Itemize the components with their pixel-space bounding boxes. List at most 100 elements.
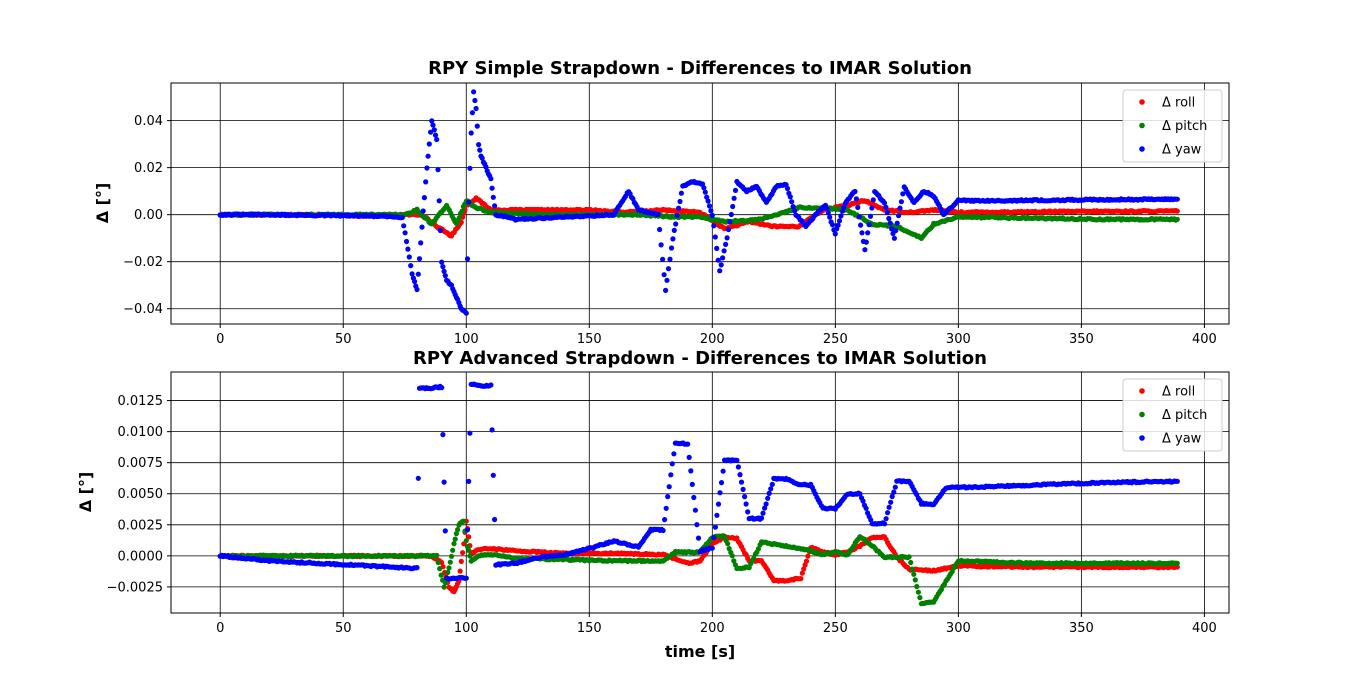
data-point: [769, 481, 775, 487]
data-point: [668, 472, 674, 478]
data-point: [863, 239, 869, 245]
data-point: [676, 205, 682, 211]
data-point: [456, 215, 462, 221]
data-point: [488, 176, 494, 182]
data-point: [824, 206, 830, 212]
axes-frame: [170, 82, 1230, 325]
data-point: [787, 194, 793, 200]
data-point: [442, 273, 448, 279]
data-point: [751, 555, 757, 562]
data-point: [885, 510, 891, 516]
x-tick-label: 200: [700, 621, 725, 636]
data-point: [894, 220, 900, 226]
data-point: [434, 552, 440, 558]
data-point: [447, 559, 453, 565]
data-point: [755, 546, 762, 552]
data-point: [463, 538, 469, 544]
data-point: [668, 245, 675, 251]
legend-marker: [1139, 146, 1145, 152]
data-point: [853, 196, 860, 202]
data-point: [399, 214, 405, 221]
data-point: [431, 127, 437, 133]
data-point: [701, 185, 707, 191]
data-point: [438, 572, 444, 578]
data-point: [426, 141, 432, 147]
x-tick-label: 100: [454, 332, 479, 347]
data-point: [835, 222, 841, 228]
data-point: [881, 200, 888, 206]
data-point: [745, 509, 751, 515]
data-point: [896, 213, 902, 219]
legend: Δ roll Δ pitch Δ yaw: [1122, 378, 1223, 452]
data-point: [706, 203, 713, 209]
data-point: [466, 534, 472, 540]
data-point: [715, 501, 722, 507]
data-point: [685, 441, 691, 447]
data-point: [883, 516, 889, 522]
series-yaw: [217, 89, 1180, 316]
data-point: [715, 257, 721, 263]
legend-marker: [1139, 435, 1145, 441]
legend-label: Δ pitch: [1162, 408, 1207, 423]
data-point: [725, 226, 732, 233]
data-point: [723, 241, 729, 247]
data-point: [799, 570, 805, 576]
data-point: [766, 490, 772, 496]
data-point: [915, 589, 922, 595]
data-point: [887, 220, 893, 226]
data-point: [467, 165, 473, 171]
data-point: [866, 222, 872, 228]
data-point: [474, 123, 480, 129]
data-point: [673, 221, 679, 227]
y-tick-label: −0.02: [123, 255, 163, 270]
data-point: [897, 205, 903, 211]
data-point: [735, 464, 742, 470]
data-point: [900, 191, 906, 197]
data-point: [856, 214, 862, 220]
data-point: [425, 153, 431, 159]
data-point: [430, 122, 436, 128]
x-tick-label: 350: [1069, 332, 1094, 347]
data-point: [734, 457, 740, 463]
data-point: [760, 510, 766, 516]
legend-box: [1122, 378, 1223, 452]
data-point: [852, 188, 858, 195]
data-point: [663, 505, 669, 511]
y-tick-label: 0.00: [134, 208, 163, 223]
data-point: [692, 507, 699, 513]
legend-label: Δ roll: [1162, 385, 1195, 400]
data-point: [424, 165, 430, 171]
axes-frame: [170, 371, 1230, 614]
data-point: [677, 198, 683, 205]
data-point: [402, 230, 408, 236]
data-point: [712, 234, 718, 240]
y-tick-label: 0.04: [134, 114, 163, 129]
data-point: [1174, 216, 1180, 222]
data-point: [714, 512, 720, 518]
legend-label: Δ yaw: [1162, 143, 1202, 158]
data-point: [711, 535, 717, 541]
x-tick-label: 200: [700, 332, 725, 347]
data-point: [908, 559, 914, 566]
data-point: [892, 484, 898, 490]
data-point: [492, 203, 498, 209]
data-point: [801, 566, 807, 572]
data-point: [898, 199, 905, 205]
data-point: [868, 517, 874, 523]
data-point: [731, 195, 737, 201]
data-point: [473, 105, 479, 112]
data-point: [657, 226, 663, 233]
y-tick-label: 0.0075: [118, 456, 164, 471]
data-point: [450, 547, 456, 553]
data-point: [855, 204, 861, 210]
plot-area: [217, 89, 1180, 316]
y-tick-label: 0.0125: [118, 394, 164, 409]
data-point: [419, 224, 425, 230]
x-tick-label: 50: [335, 332, 352, 347]
data-point: [405, 246, 411, 252]
subplot-advanced-strapdown: RPY Advanced Strapdown - Differences to …: [76, 348, 1230, 661]
y-tick-label: 0.0050: [118, 487, 164, 502]
data-point: [1174, 564, 1180, 570]
data-point: [666, 484, 672, 490]
data-point: [708, 208, 714, 214]
